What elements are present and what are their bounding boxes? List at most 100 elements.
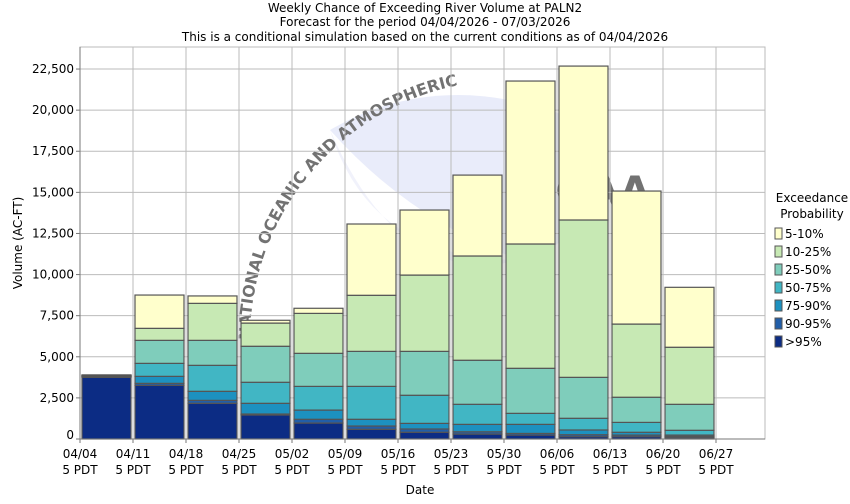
legend-label: 50-75% [785,281,831,295]
bar-95-04-11 [135,385,184,439]
bar-5075-05-09 [347,386,396,419]
bar-1025-05-23 [453,256,502,360]
bar-5075-05-02 [294,386,343,410]
bar-2550-05-23 [453,360,502,404]
y-tick-label: 0 [66,428,74,442]
x-tick-sublabel: 5 PDT [539,463,575,477]
bar-2550-04-11 [135,340,184,363]
x-tick-sublabel: 5 PDT [486,463,522,477]
x-tick-label: 06/13 [593,447,628,461]
bar-5075-05-16 [400,395,449,423]
legend-swatch [775,264,782,275]
bar-510-04-25 [241,320,290,323]
legend-label: >95% [785,335,822,349]
x-tick-label: 05/23 [434,447,469,461]
bar-1025-05-09 [347,295,396,351]
bar-7590-04-11 [135,376,184,383]
bar-2550-05-02 [294,353,343,386]
bar-510-05-16 [400,210,449,275]
legend-label: 25-50% [785,263,831,277]
bar-1025-05-02 [294,313,343,353]
y-tick-label: 15,000 [32,185,74,199]
bar-5075-05-30 [506,413,555,424]
x-tick-label: 05/02 [275,447,310,461]
bar-5075-04-25 [241,382,290,403]
y-tick-label: 7,500 [40,309,74,323]
x-tick-sublabel: 5 PDT [380,463,416,477]
bar-1025-05-16 [400,275,449,351]
legend-label: 5-10% [785,227,824,241]
bar-7590-05-30 [506,424,555,433]
bar-5075-05-23 [453,404,502,424]
bar-5075-06-13 [612,422,661,432]
x-tick-sublabel: 5 PDT [433,463,469,477]
bar-1025-04-25 [241,323,290,346]
bar-510-05-30 [506,81,555,244]
bar-2550-05-30 [506,368,555,413]
bar-7590-04-25 [241,403,290,414]
bar-2550-05-16 [400,351,449,395]
x-tick-sublabel: 5 PDT [168,463,204,477]
x-tick-label: 05/09 [328,447,363,461]
bar-2550-04-18 [188,340,237,365]
x-tick-sublabel: 5 PDT [645,463,681,477]
bar-1025-06-06 [559,220,608,377]
bar-7590-05-23 [453,424,502,431]
bar-510-05-09 [347,224,396,295]
x-tick-label: 05/30 [487,447,522,461]
x-tick-sublabel: 5 PDT [592,463,628,477]
x-tick-sublabel: 5 PDT [62,463,98,477]
x-tick-label: 04/11 [116,447,151,461]
chart-subtitle-conditions: This is a conditional simulation based o… [181,30,668,44]
y-tick-label: 17,500 [32,144,74,158]
x-tick-label: 04/25 [222,447,257,461]
bar-1025-04-11 [135,328,184,340]
bar-2550-06-20 [665,404,714,430]
x-tick-label: 06/27 [699,447,734,461]
y-tick-label: 12,500 [32,226,74,240]
bar-7590-05-02 [294,410,343,419]
bar-5075-04-18 [188,365,237,391]
y-tick-label: 10,000 [32,268,74,282]
bar-2550-05-09 [347,351,396,386]
bar-2550-06-13 [612,397,661,422]
bar-95-05-23 [453,434,502,439]
bar-1025-06-13 [612,324,661,397]
x-tick-label: 04/18 [169,447,204,461]
legend-label: 10-25% [785,245,831,259]
legend-swatch [775,282,782,293]
bar-95-05-09 [347,429,396,439]
bar-95-04-18 [188,403,237,439]
chart-title: Weekly Chance of Exceeding River Volume … [268,1,582,15]
legend-title-line2: Probability [780,207,843,221]
bar-7590-04-18 [188,391,237,400]
bar-2550-04-25 [241,346,290,382]
bar-5075-04-11 [135,363,184,376]
legend: Exceedance Probability 5-10%10-25%25-50%… [775,191,848,349]
x-tick-label: 04/04 [63,447,98,461]
bar-95-04-04 [82,377,131,439]
x-tick-sublabel: 5 PDT [274,463,310,477]
chart-subtitle-period: Forecast for the period 04/04/2026 - 07/… [280,15,571,29]
bar-7590-06-06 [559,430,608,435]
bar-510-06-20 [665,287,714,347]
legend-swatch [775,318,782,329]
legend-swatch [775,300,782,311]
y-tick-label: 5,000 [40,350,74,364]
bar-510-04-11 [135,295,184,328]
bar-2550-06-06 [559,377,608,418]
legend-label: 75-90% [785,299,831,313]
bar-95-04-25 [241,415,290,439]
bar-7590-05-16 [400,423,449,429]
bar-5075-06-20 [665,430,714,435]
bar-510-06-13 [612,191,661,324]
x-tick-sublabel: 5 PDT [327,463,363,477]
bar-510-04-18 [188,296,237,303]
x-tick-label: 06/20 [646,447,681,461]
x-tick-sublabel: 5 PDT [115,463,151,477]
bar-95-05-16 [400,432,449,439]
x-tick-sublabel: 5 PDT [221,463,257,477]
bar-5075-06-06 [559,418,608,430]
bar-7590-05-09 [347,419,396,426]
